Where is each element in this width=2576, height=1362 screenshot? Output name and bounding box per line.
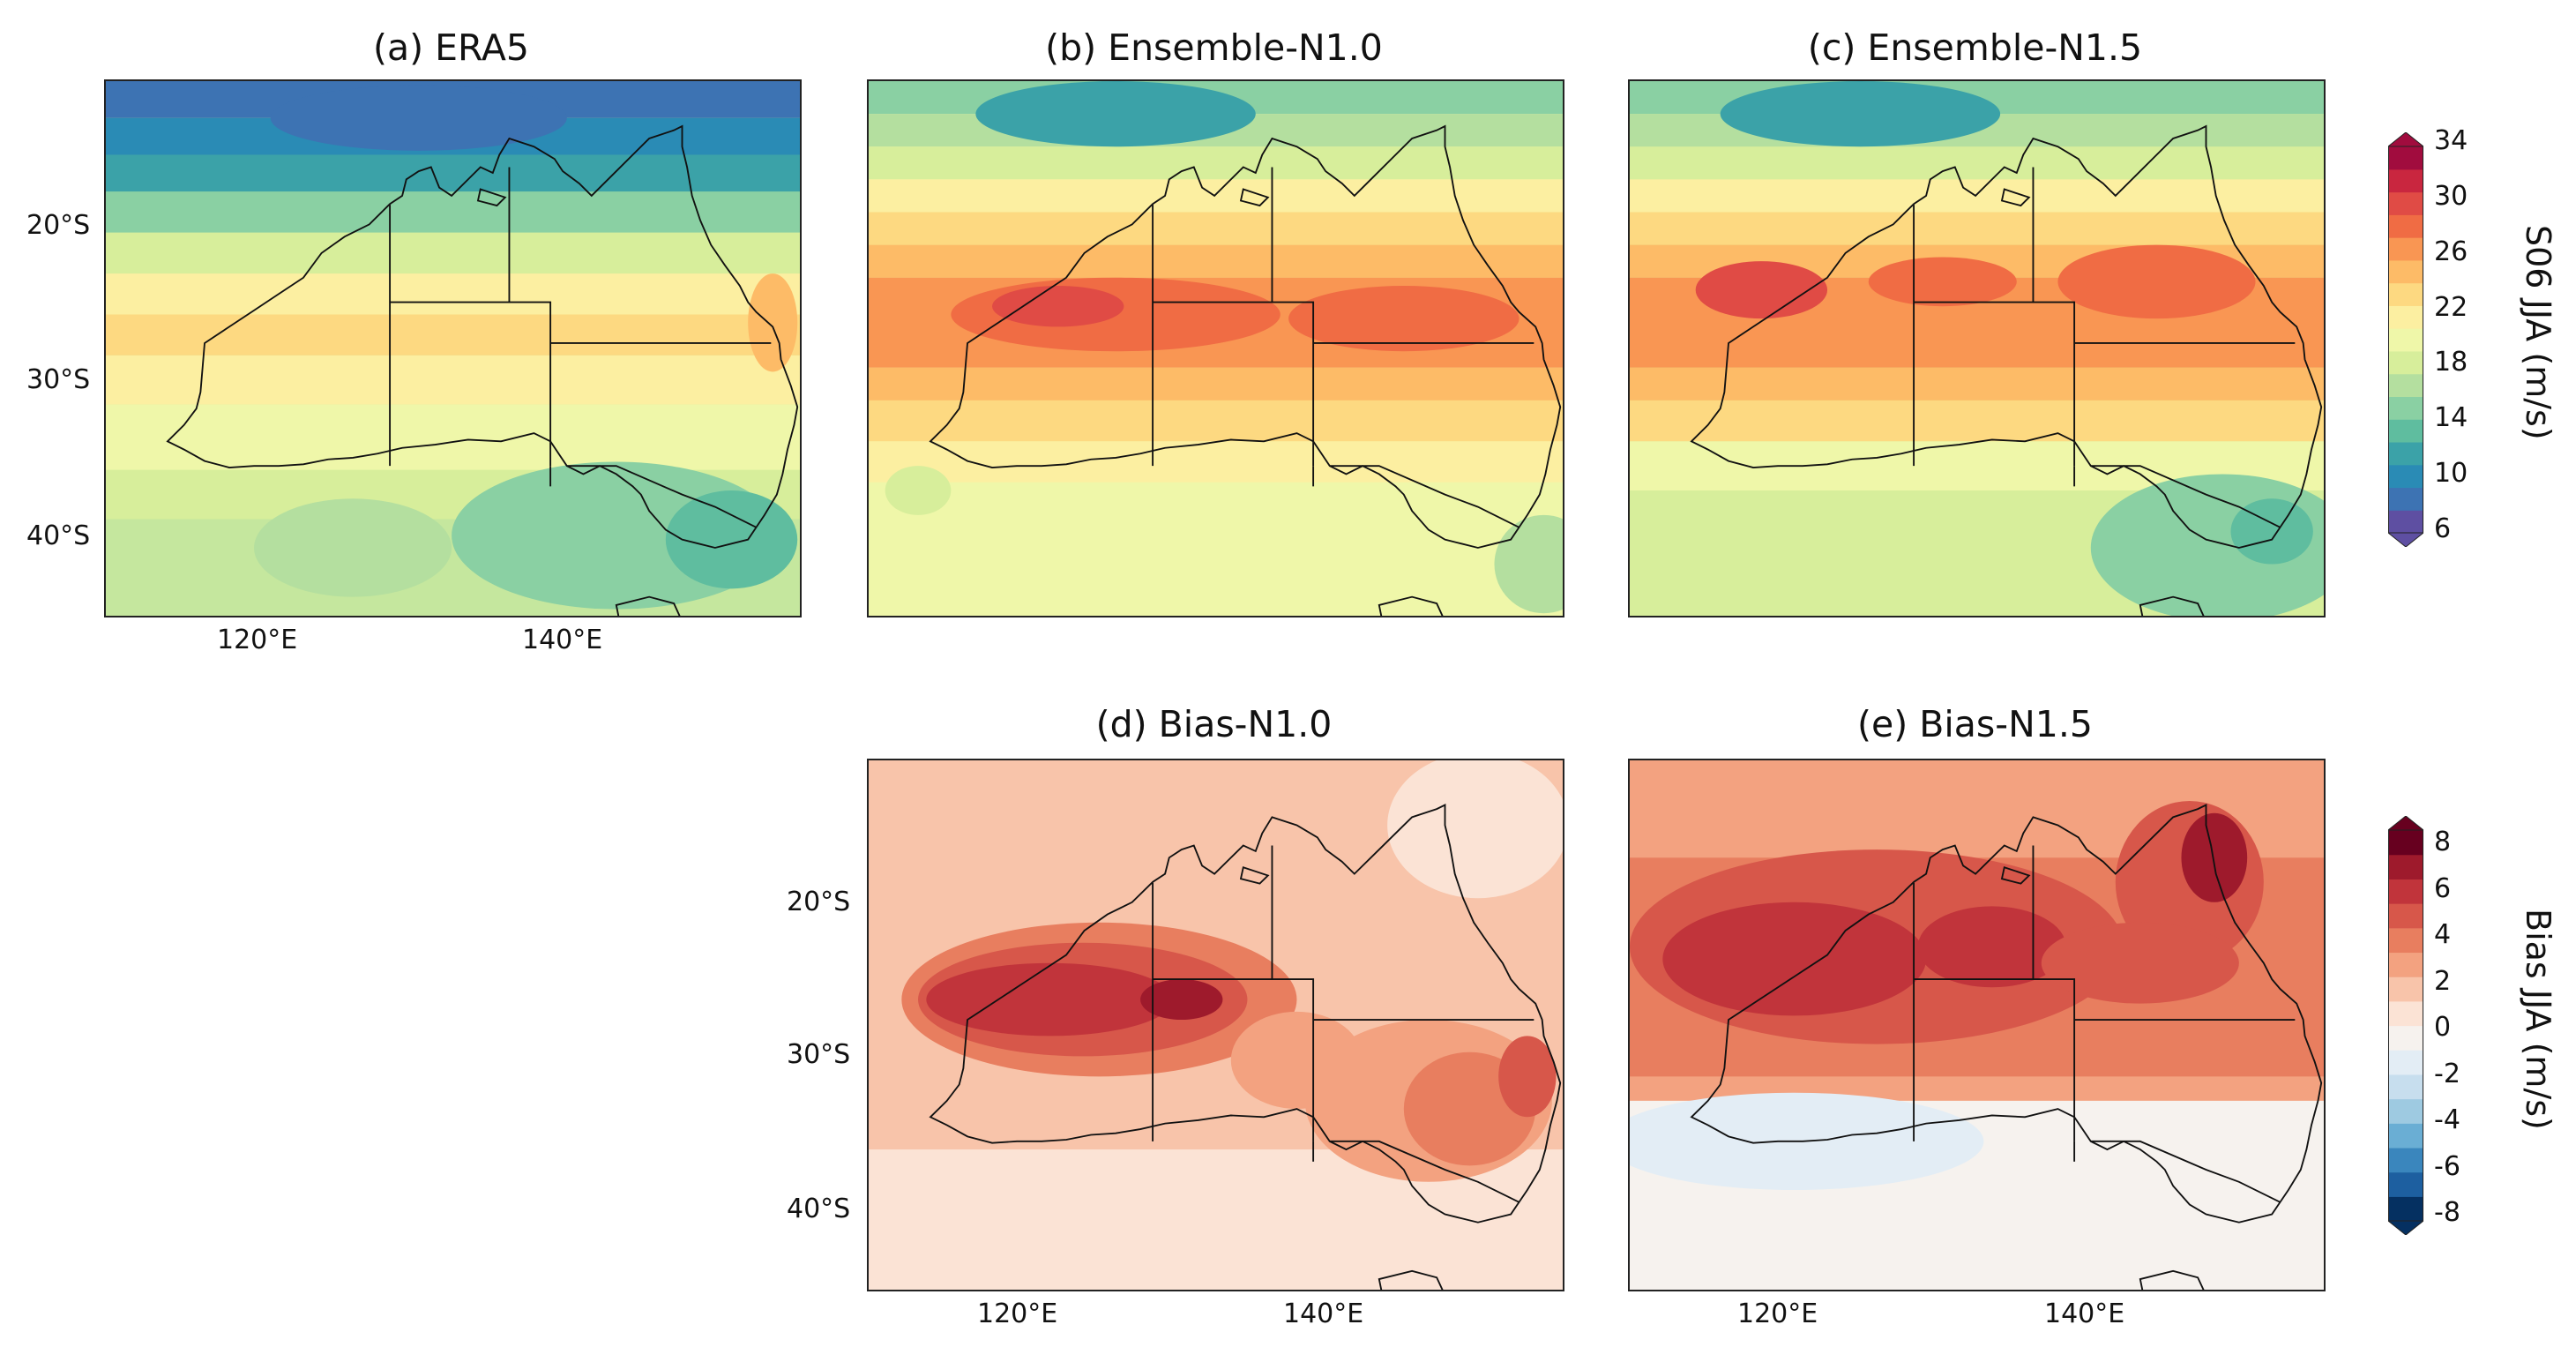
bias-swatch xyxy=(2388,927,2423,954)
colorbar-bias-ticks: 8 6 4 2 0 -2 -4 -6 -8 xyxy=(2434,827,2496,1228)
lat-tick-40s-a: 40°S xyxy=(26,520,91,551)
bias-extend-min xyxy=(2388,1220,2423,1235)
colorbar-bias xyxy=(2388,816,2423,1235)
bias-swatch xyxy=(2388,1171,2423,1197)
s06-swatch xyxy=(2388,396,2423,420)
bias-tick: 4 xyxy=(2434,919,2452,950)
lat-tick-30s-d: 30°S xyxy=(787,1039,851,1070)
bias-tick: 2 xyxy=(2434,965,2452,997)
lat-tick-30s-a: 30°S xyxy=(26,364,91,395)
bias-tick: 6 xyxy=(2434,872,2452,904)
s06-tick: 34 xyxy=(2434,125,2468,156)
panel-c-title: (c) Ensemble-N1.5 xyxy=(1807,26,2143,69)
bias-swatch xyxy=(2388,1000,2423,1027)
bias-swatch xyxy=(2388,1098,2423,1124)
s06-swatch xyxy=(2388,464,2423,489)
bias-swatch xyxy=(2388,879,2423,904)
lon-tick-120e-e: 120°E xyxy=(1737,1298,1818,1329)
bias-swatch xyxy=(2388,952,2423,977)
s06-swatch xyxy=(2388,191,2423,215)
s06-swatch xyxy=(2388,441,2423,466)
bias-swatch xyxy=(2388,1074,2423,1100)
bias-extend-max xyxy=(2388,816,2423,831)
bias-tick: 8 xyxy=(2434,827,2452,857)
panel-a-title: (a) ERA5 xyxy=(372,26,529,69)
bias-swatch xyxy=(2388,1050,2423,1075)
s06-tick: 14 xyxy=(2434,402,2468,434)
colorbar-s06-label: S06 JJA (m/s) xyxy=(2519,225,2557,440)
lon-tick-140e-d: 140°E xyxy=(1283,1298,1364,1329)
bias-tick: -4 xyxy=(2434,1104,2460,1135)
bias-swatch xyxy=(2388,903,2423,929)
s06-swatch xyxy=(2388,487,2423,511)
colorbar-s06 xyxy=(2388,132,2423,547)
s06-tick: 6 xyxy=(2434,513,2452,544)
s06-extend-max xyxy=(2388,132,2423,147)
s06-swatch xyxy=(2388,282,2423,306)
colorbar-bias-label: Bias JJA (m/s) xyxy=(2519,909,2557,1130)
bias-tick: -6 xyxy=(2434,1150,2460,1182)
s06-tick: 22 xyxy=(2434,291,2468,323)
s06-swatch xyxy=(2388,146,2423,170)
bias-swatch xyxy=(2388,1147,2423,1173)
bias-swatch xyxy=(2388,1196,2423,1222)
s06-swatch xyxy=(2388,328,2423,352)
s06-swatch xyxy=(2388,305,2423,329)
s06-swatch xyxy=(2388,419,2423,443)
s06-swatch xyxy=(2388,168,2423,193)
s06-swatch xyxy=(2388,373,2423,398)
bias-tick: 0 xyxy=(2434,1012,2452,1043)
lon-tick-120e-d: 120°E xyxy=(977,1298,1058,1329)
lon-tick-120e-a: 120°E xyxy=(217,625,298,655)
map-panel-c xyxy=(1628,79,2326,617)
s06-tick: 26 xyxy=(2434,236,2468,267)
bias-frame xyxy=(2388,829,2423,1222)
s06-tick: 18 xyxy=(2434,347,2468,378)
map-panel-e xyxy=(1628,759,2326,1291)
lon-tick-140e-a: 140°E xyxy=(522,625,603,655)
lat-tick-20s-a: 20°S xyxy=(26,210,91,241)
s06-swatch xyxy=(2388,214,2423,238)
bias-swatch xyxy=(2388,1123,2423,1149)
map-panel-d xyxy=(867,759,1564,1291)
bias-swatch xyxy=(2388,854,2423,879)
panel-d-title: (d) Bias-N1.0 xyxy=(1095,703,1333,745)
bias-swatch xyxy=(2388,830,2423,856)
s06-frame xyxy=(2388,146,2423,534)
lon-tick-140e-e: 140°E xyxy=(2044,1298,2125,1329)
s06-swatch xyxy=(2388,350,2423,375)
bias-tick: -2 xyxy=(2434,1058,2460,1089)
map-panel-a xyxy=(104,79,802,617)
panel-b-title: (b) Ensemble-N1.0 xyxy=(1045,26,1383,69)
s06-swatch xyxy=(2388,259,2423,284)
s06-swatch xyxy=(2388,510,2423,534)
bias-tick: -8 xyxy=(2434,1197,2460,1228)
panel-e-title: (e) Bias-N1.5 xyxy=(1857,703,2093,745)
lat-tick-20s-d: 20°S xyxy=(787,887,851,917)
lat-tick-40s-d: 40°S xyxy=(787,1194,851,1224)
colorbar-s06-ticks: 34 30 26 22 18 14 10 6 xyxy=(2434,125,2496,544)
bias-swatch xyxy=(2388,977,2423,1002)
s06-tick: 10 xyxy=(2434,458,2468,490)
s06-swatch xyxy=(2388,237,2423,261)
map-panel-b xyxy=(867,79,1564,617)
s06-tick: 30 xyxy=(2434,180,2468,212)
bias-swatch xyxy=(2388,1025,2423,1051)
s06-extend-min xyxy=(2388,532,2423,547)
